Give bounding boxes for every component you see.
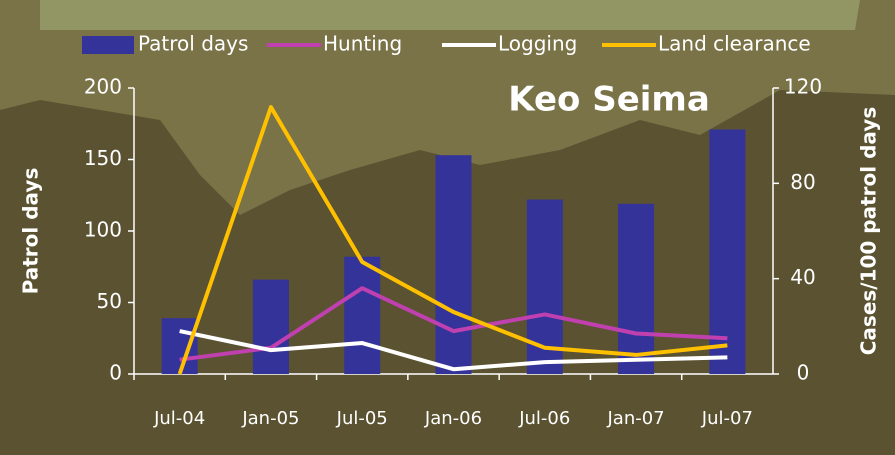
y-tick-label: 200	[84, 75, 122, 99]
x-tick-label: Jul-06	[518, 408, 570, 429]
legend-label: Land clearance	[658, 32, 811, 56]
map-top	[40, 0, 860, 30]
bar	[344, 257, 380, 374]
chart-title: Keo Seima	[508, 80, 710, 120]
legend-label: Patrol days	[138, 32, 248, 56]
y2-axis-label: Cases/100 patrol days	[857, 107, 881, 356]
legend-label: Logging	[498, 32, 577, 56]
y-tick-label: 50	[97, 289, 122, 313]
bar	[162, 318, 198, 374]
y-tick-label: 0	[109, 361, 122, 385]
x-tick-label: Jan-07	[606, 408, 664, 429]
chart: Keo Seima Patrol days Cases/100 patrol d…	[0, 0, 895, 455]
x-tick-label: Jul-05	[336, 408, 388, 429]
x-tick-label: Jul-04	[153, 408, 205, 429]
legend-swatch	[82, 36, 134, 54]
x-tick-label: Jan-06	[424, 408, 482, 429]
bar	[436, 155, 472, 374]
legend-label: Hunting	[323, 32, 402, 56]
y-axis-label: Patrol days	[19, 168, 43, 295]
y-tick-label: 100	[84, 218, 122, 242]
x-tick-label: Jul-07	[701, 408, 753, 429]
bar	[253, 280, 289, 374]
y2-tick-label: 80	[790, 170, 815, 194]
y-tick-label: 150	[84, 146, 122, 170]
y2-tick-label: 40	[790, 265, 815, 289]
bar	[618, 204, 654, 374]
x-tick-label: Jan-05	[241, 408, 299, 429]
y2-tick-label: 0	[797, 361, 810, 385]
y2-tick-label: 120	[784, 75, 822, 99]
